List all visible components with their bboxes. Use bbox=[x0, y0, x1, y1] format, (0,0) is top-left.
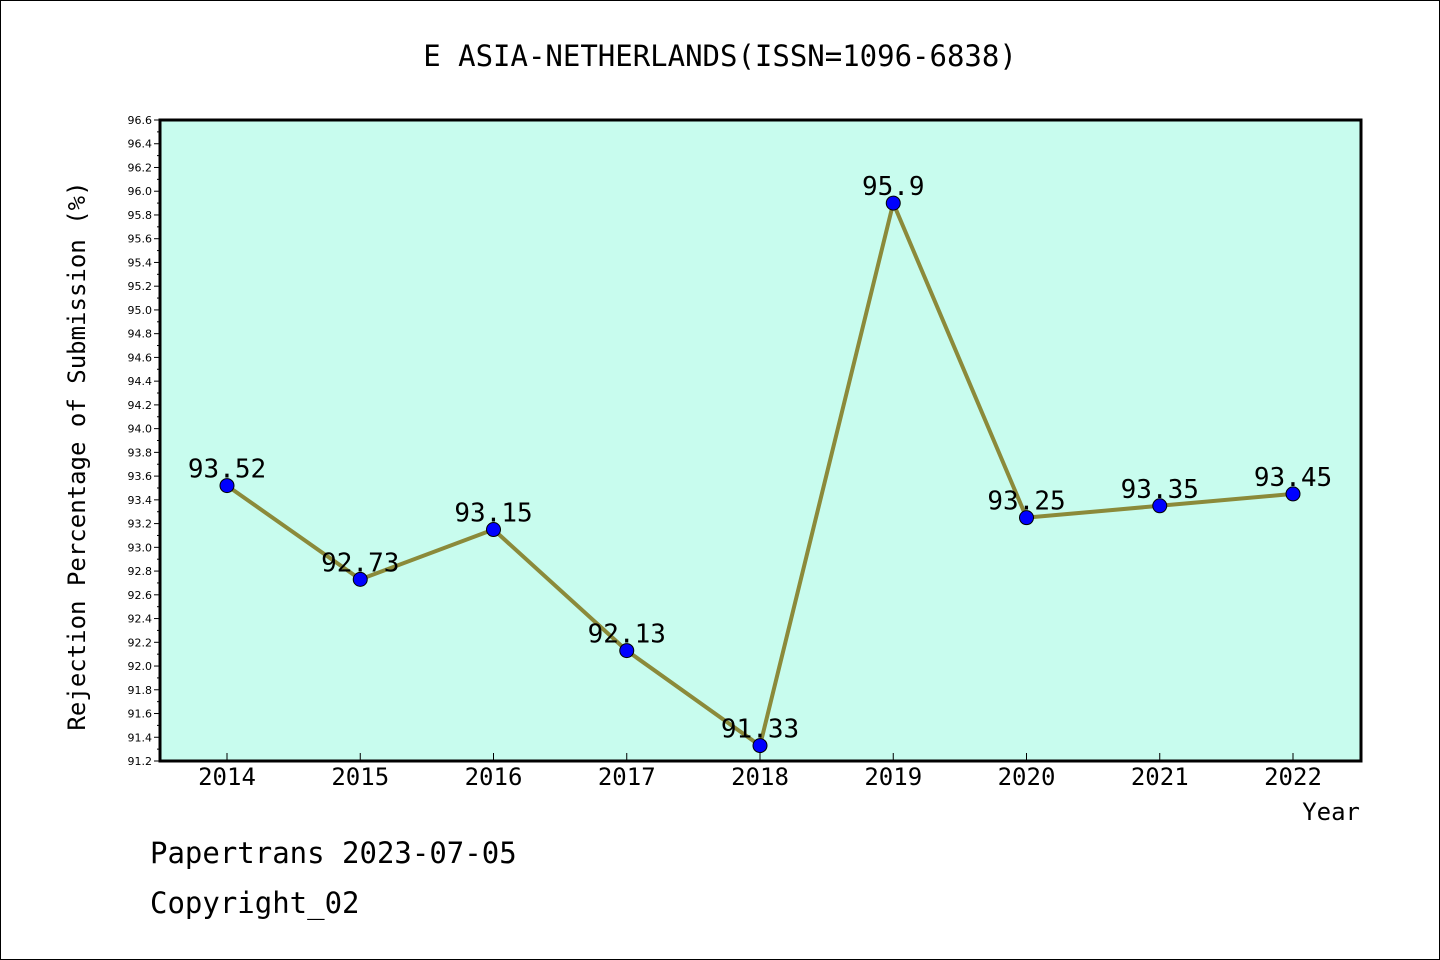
y-tick-label: 93.0 bbox=[128, 541, 153, 554]
x-axis-ticks: 2014 2015 2016 2017 2018 2019 2020 2021 2022 bbox=[198, 753, 1322, 791]
x-tick-label: 2019 bbox=[864, 763, 922, 791]
data-point bbox=[885, 195, 901, 211]
y-tick-label: 92.8 bbox=[128, 565, 153, 578]
data-label: 92.73 bbox=[321, 548, 399, 578]
data-point bbox=[1152, 498, 1168, 514]
y-tick-label: 94.0 bbox=[128, 423, 153, 436]
series-line: 93.52 92.73 93.15 92.13 91.33 95.9 93.25 93.35 9… bbox=[188, 172, 1332, 754]
y-tick-label: 93.2 bbox=[128, 518, 153, 531]
y-tick-label: 93.6 bbox=[128, 470, 153, 483]
y-tick-label: 95.2 bbox=[128, 280, 153, 293]
y-tick-label: 91.6 bbox=[128, 708, 153, 721]
x-axis-label: Year bbox=[1302, 798, 1360, 826]
data-label: 93.25 bbox=[987, 487, 1065, 517]
y-tick-label: 96.2 bbox=[128, 161, 153, 174]
y-tick-label: 94.2 bbox=[128, 399, 153, 412]
x-tick-label: 2018 bbox=[731, 763, 789, 791]
y-tick-label: 96.4 bbox=[128, 138, 153, 151]
y-axis-ticks: 91.2 91.4 91.6 91.8 92.0 92.2 92.4 92.6 92.8 93.0… bbox=[128, 114, 160, 768]
data-label: 93.35 bbox=[1121, 475, 1199, 505]
y-tick-label: 91.4 bbox=[128, 731, 153, 744]
y-tick-label: 91.8 bbox=[128, 684, 153, 697]
x-tick-label: 2015 bbox=[331, 763, 389, 791]
plot-area bbox=[158, 118, 1363, 763]
y-tick-label: 92.2 bbox=[128, 636, 153, 649]
y-tick-label: 91.2 bbox=[128, 755, 153, 768]
data-label: 93.52 bbox=[188, 455, 266, 485]
y-tick-label: 95.0 bbox=[128, 304, 153, 317]
data-point bbox=[752, 738, 768, 754]
y-tick-label: 92.0 bbox=[128, 660, 153, 673]
x-tick-label: 2016 bbox=[465, 763, 523, 791]
x-tick-label: 2021 bbox=[1131, 763, 1189, 791]
data-point bbox=[219, 478, 235, 494]
data-point bbox=[352, 571, 368, 587]
footer-date: Papertrans 2023-07-05 bbox=[150, 836, 517, 870]
y-tick-label: 93.8 bbox=[128, 446, 153, 459]
y-tick-label: 94.6 bbox=[128, 351, 153, 364]
y-tick-label: 95.6 bbox=[128, 233, 153, 246]
data-point bbox=[619, 643, 635, 659]
data-label: 93.45 bbox=[1254, 463, 1332, 493]
x-tick-label: 2017 bbox=[598, 763, 656, 791]
y-tick-label: 92.4 bbox=[128, 613, 153, 626]
data-point bbox=[1019, 510, 1034, 526]
y-tick-label: 93.4 bbox=[128, 494, 153, 507]
data-label: 91.33 bbox=[721, 715, 799, 745]
data-label: 93.15 bbox=[454, 499, 532, 529]
data-point bbox=[486, 522, 501, 538]
y-tick-label: 96.0 bbox=[128, 185, 153, 198]
y-tick-label: 96.6 bbox=[128, 114, 153, 127]
footer-copyright: Copyright_02 bbox=[150, 886, 360, 920]
x-tick-label: 2014 bbox=[198, 763, 256, 791]
chart-title: E ASIA-NETHERLANDS(ISSN=1096-6838) bbox=[423, 39, 1017, 73]
data-label: 92.13 bbox=[588, 620, 666, 650]
y-tick-label: 94.8 bbox=[128, 328, 153, 341]
y-axis-label: Rejection Percentage of Submission (%) bbox=[63, 181, 91, 730]
x-tick-label: 2022 bbox=[1264, 763, 1322, 791]
x-tick-label: 2020 bbox=[998, 763, 1056, 791]
y-tick-label: 95.4 bbox=[128, 256, 153, 269]
y-tick-label: 92.6 bbox=[128, 589, 153, 602]
y-tick-label: 94.4 bbox=[128, 375, 153, 388]
data-point bbox=[1285, 486, 1301, 502]
data-label: 95.9 bbox=[862, 172, 925, 202]
y-tick-label: 95.8 bbox=[128, 209, 153, 222]
